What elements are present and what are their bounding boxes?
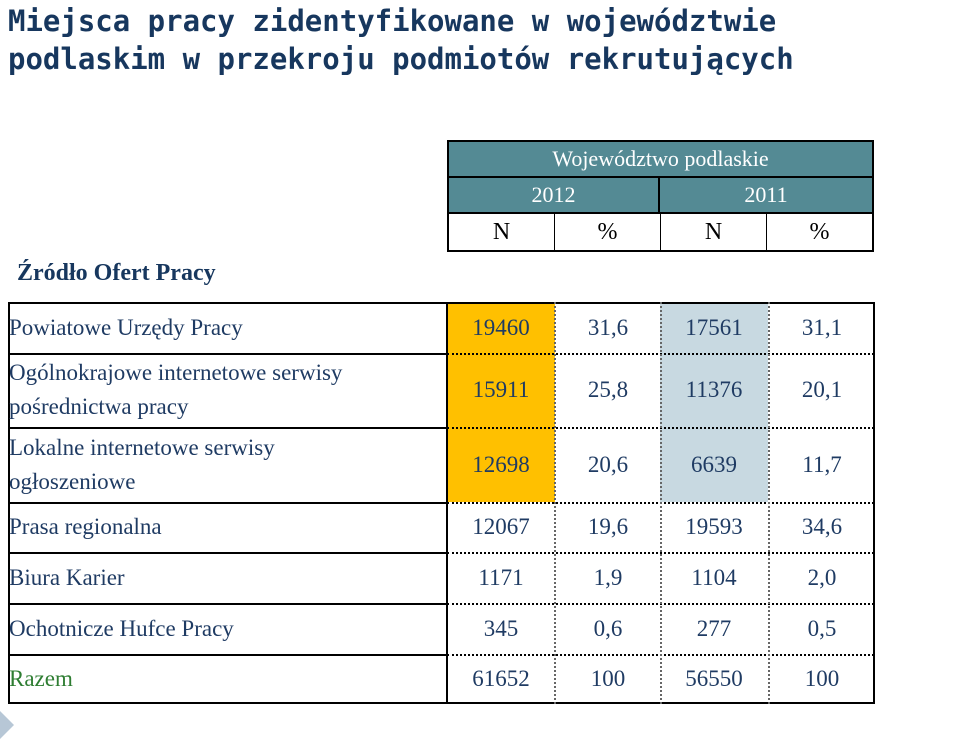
row-label-line: Prasa regionalna	[9, 514, 162, 539]
row-separator	[8, 502, 447, 504]
table-cell: 1,9	[593, 564, 623, 590]
row-label-line: Ogólnokrajowe internetowe serwisy	[9, 360, 343, 385]
row-label: Razem	[9, 662, 73, 696]
table-cell: 277	[696, 615, 732, 641]
table-cell: 6639	[691, 451, 737, 477]
table-cell: 11376	[685, 377, 743, 402]
column-separator	[660, 302, 662, 704]
region-header: Województwo podlaskie	[447, 140, 874, 178]
table-cell: 2,0	[807, 564, 837, 590]
table-cell: 12698	[472, 451, 530, 477]
table-cell: 20,6	[587, 451, 629, 477]
row-separator	[8, 353, 447, 355]
table-cell: 31,1	[801, 315, 843, 340]
row-separator	[8, 427, 447, 429]
sub-header-row: N % N %	[447, 214, 874, 252]
corner-arrow-icon	[0, 711, 14, 739]
title-line-2: podlaskim w przekroju podmiotów rekrutuj…	[8, 42, 794, 76]
row-label: Powiatowe Urzędy Pracy	[9, 311, 243, 345]
row-header-label: Źródło Ofert Pracy	[17, 260, 216, 286]
table-cell: 19460	[472, 315, 530, 340]
year-header-2011: 2011	[660, 178, 874, 214]
label-column-separator	[446, 302, 448, 704]
sub-header-pct-2012: %	[554, 214, 660, 250]
table-cell: 19,6	[587, 514, 629, 539]
table-cell: 25,8	[587, 377, 629, 402]
row-label-line: pośrednictwa pracy	[9, 394, 189, 419]
row-label: Ogólnokrajowe internetowe serwisy pośredn…	[9, 356, 342, 424]
title-line-1: Miejsca pracy zidentyfikowane w wojewódz…	[8, 4, 777, 38]
row-label: Prasa regionalna	[9, 510, 162, 544]
row-label-line: Powiatowe Urzędy Pracy	[9, 315, 243, 340]
column-separator	[554, 302, 556, 704]
row-separator	[8, 552, 447, 554]
table-cell: 0,5	[807, 615, 837, 641]
table-cell: 17561	[685, 315, 743, 340]
table-cell: 0,6	[593, 615, 623, 641]
row-label-line: ogłoszeniowe	[9, 468, 136, 494]
table-cell: 34,6	[801, 514, 843, 539]
table-cell: 1104	[691, 564, 737, 590]
table-cell: 12067	[472, 514, 530, 539]
table-cell: 61652	[472, 666, 530, 691]
row-separator	[8, 603, 447, 605]
sub-header-pct-2011: %	[766, 214, 872, 250]
table-cell: 15911	[472, 377, 530, 402]
table-cell: 31,6	[587, 315, 629, 340]
table-cell: 1171	[478, 564, 524, 590]
row-label: Ochotnicze Hufce Pracy	[9, 612, 234, 646]
table-cell: 56550	[685, 666, 743, 691]
row-label: Lokalne internetowe serwisy ogłoszeniowe	[9, 431, 275, 499]
highlight-2011-n	[660, 303, 768, 502]
sub-header-n-2012: N	[492, 218, 511, 245]
year-header-2012: 2012	[447, 178, 660, 214]
table-cell: 19593	[685, 514, 743, 539]
row-separator	[8, 654, 447, 656]
sub-header-n-2011: N	[660, 214, 766, 250]
row-label-line: Biura Karier	[9, 564, 125, 590]
highlight-2012-n	[447, 303, 555, 502]
row-label-line: Ochotnicze Hufce Pracy	[9, 615, 234, 641]
row-label: Biura Karier	[9, 561, 125, 595]
table-cell: 100	[590, 666, 626, 691]
page-title: Miejsca pracy zidentyfikowane w wojewódz…	[8, 2, 948, 78]
table-cell: 100	[804, 666, 840, 691]
table-cell: 345	[483, 615, 519, 641]
row-label-line: Razem	[9, 666, 73, 691]
table-cell: 20,1	[801, 377, 843, 402]
table-cell: 11,7	[802, 451, 842, 477]
row-label-line: Lokalne internetowe serwisy	[9, 434, 275, 460]
column-separator	[768, 302, 770, 704]
